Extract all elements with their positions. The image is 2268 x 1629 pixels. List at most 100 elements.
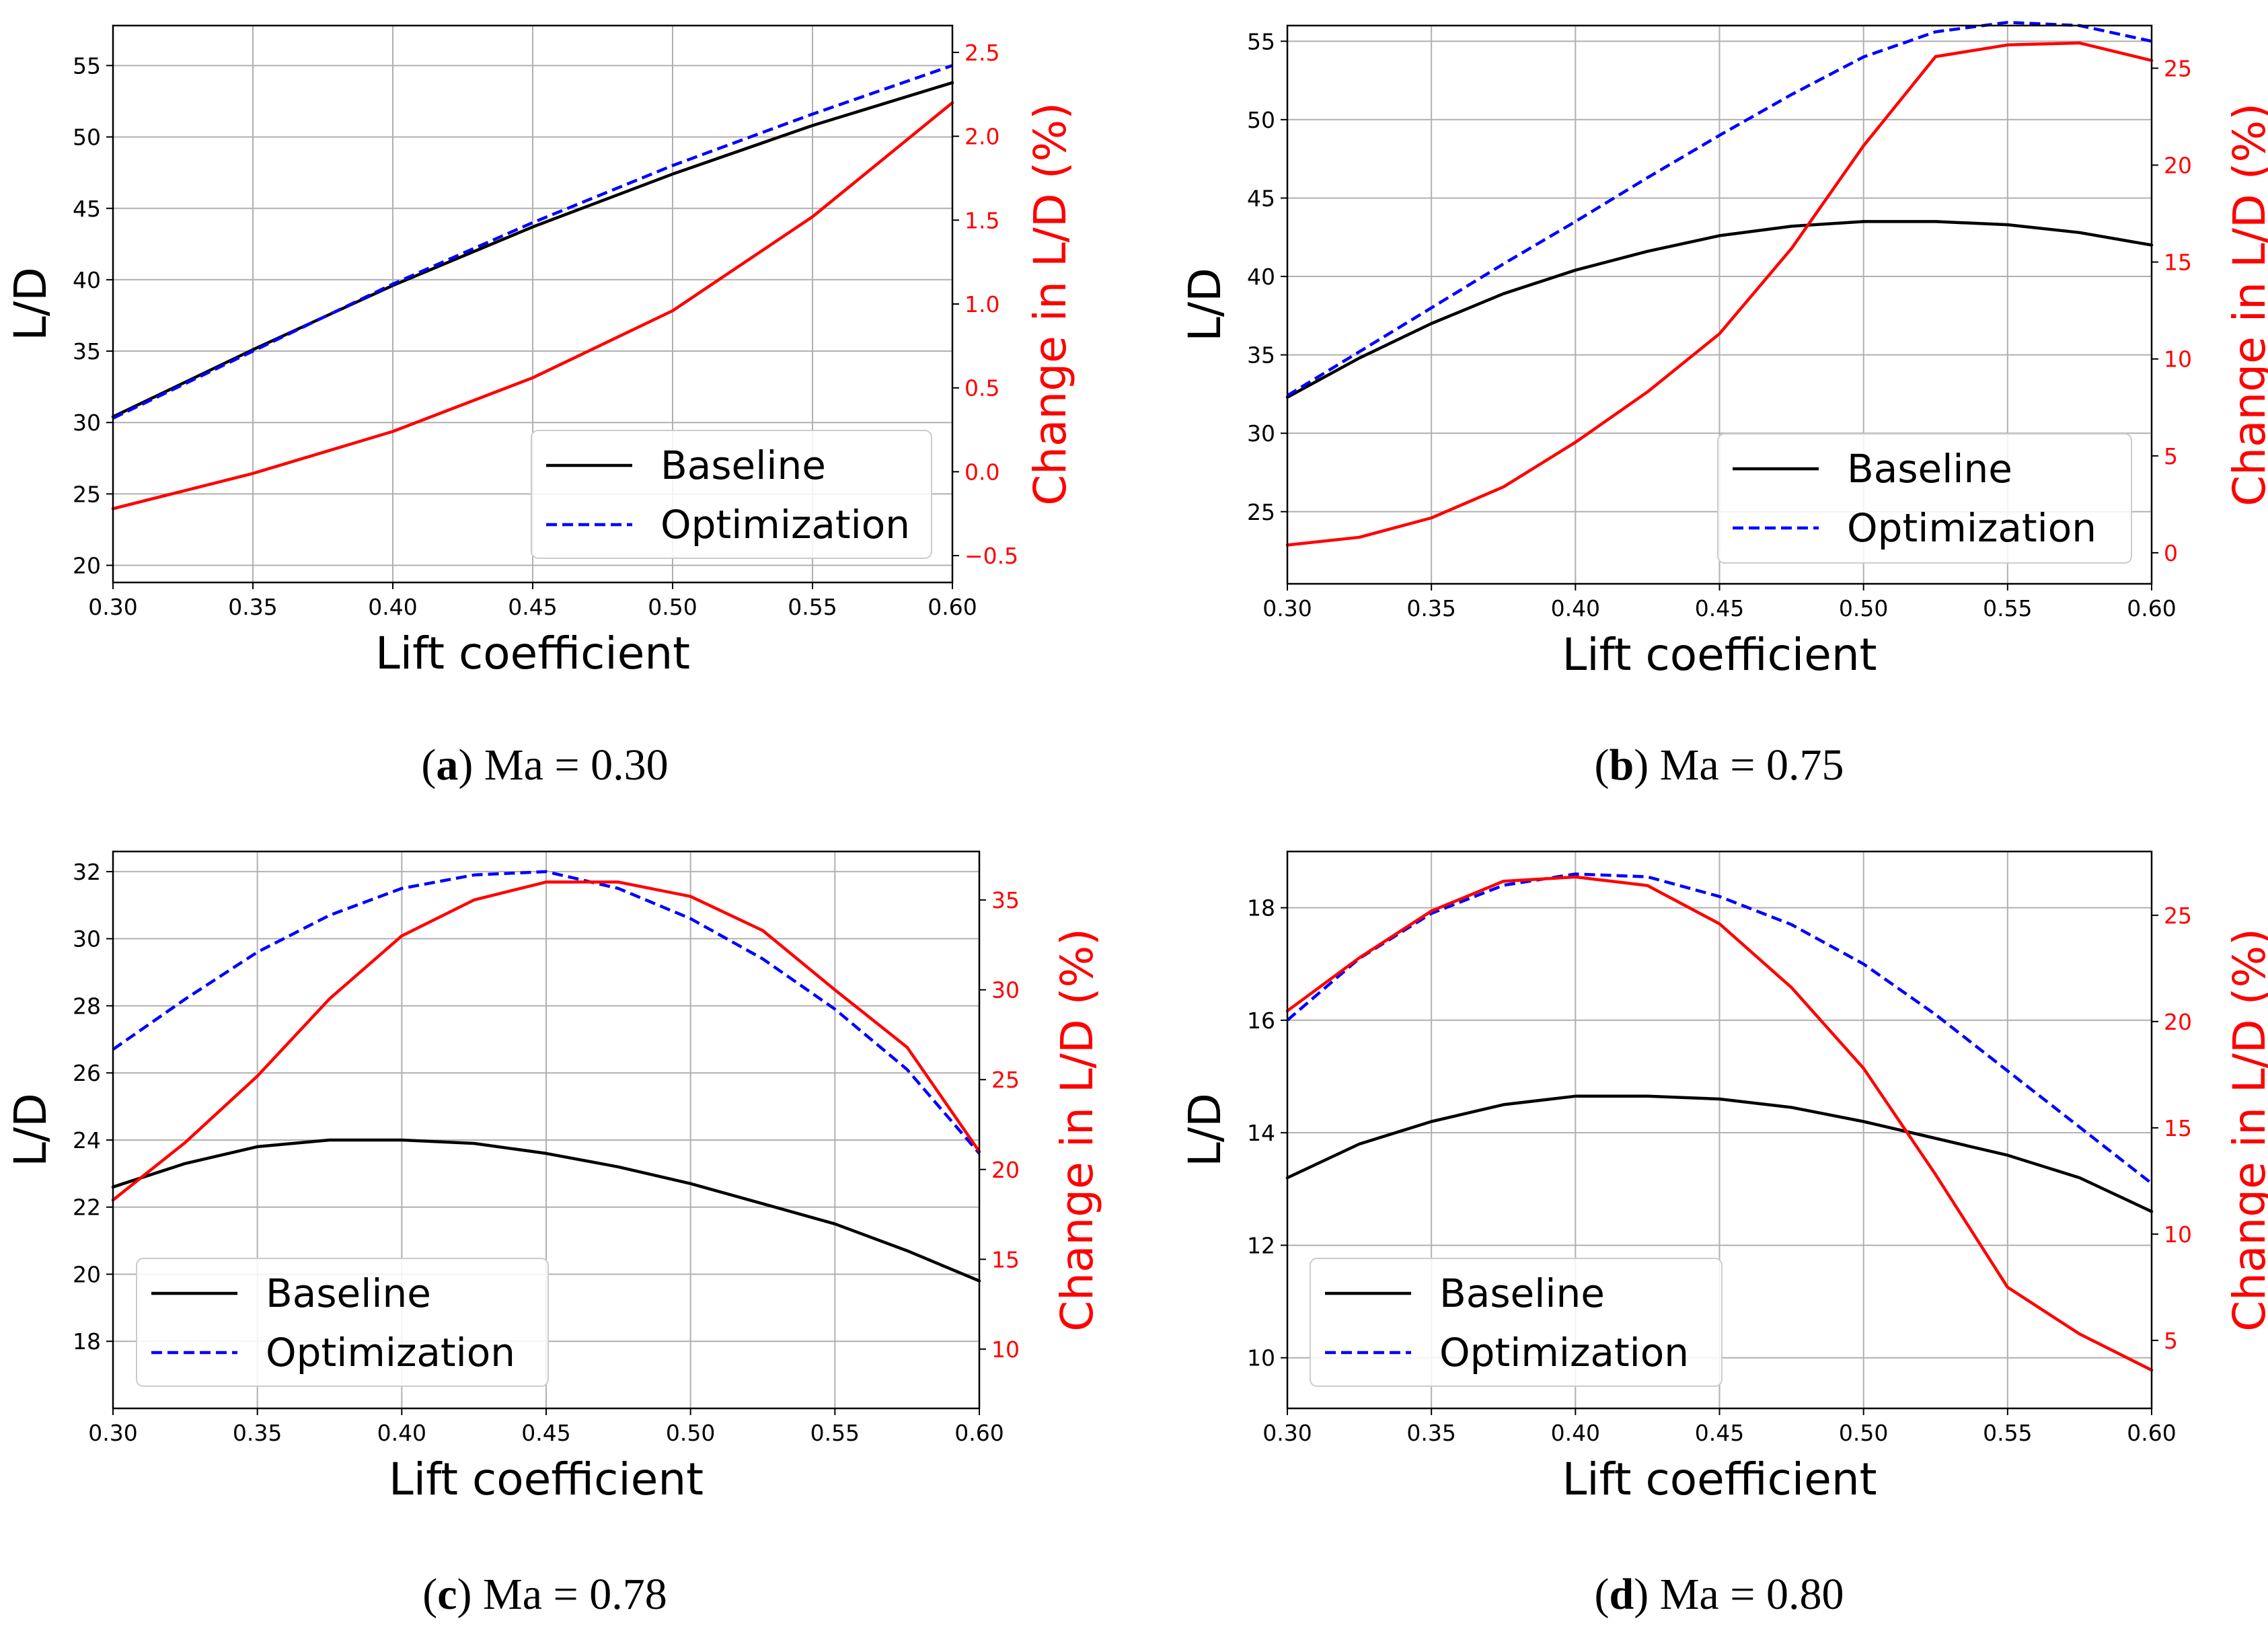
legend: Baseline Optimization (136, 1258, 549, 1387)
x-tick-label: 0.55 (788, 594, 837, 620)
y2-tick-label: −0.5 (965, 543, 1018, 569)
y2-tick-label: 2.0 (965, 124, 999, 150)
y2-tick-label: 1.5 (965, 207, 999, 233)
x-tick-label: 0.40 (377, 1420, 426, 1446)
x-tick-label: 0.35 (1406, 1420, 1456, 1446)
caption-text: Ma = 0.78 (483, 1570, 667, 1619)
chart-panel-a: 0.30 0.35 0.40 0.45 0.50 0.55 0.60 20 25 30 35 40 45… (0, 0, 1134, 814)
optimization-series-line (1286, 21, 2152, 397)
y2-tick-label: 0 (2164, 540, 2178, 566)
y2-axis-label: Change in L/D (%) (1051, 928, 1103, 1332)
y2-tick-label: 20 (2164, 153, 2192, 179)
chart-panel-d: 0.30 0.35 0.40 0.45 0.50 0.55 0.60 10 12 14 16 18 5 1… (1134, 814, 2268, 1629)
legend-box (1717, 433, 2132, 564)
change-series-line (1285, 41, 2154, 547)
x-tick-label: 0.60 (2127, 595, 2176, 621)
x-axis-label: Lift coefficient (1562, 629, 1877, 681)
y-axis-label: L/D (1179, 268, 1231, 342)
y-tick-label: 10 (1247, 1345, 1275, 1371)
chart-b: 0.30 0.35 0.40 0.45 0.50 0.55 0.60253035404550… (1179, 21, 2268, 681)
x-tick-label: 0.60 (954, 1420, 1004, 1446)
legend-optimization-label: Optimization (660, 502, 910, 547)
y2-axis-label: Change in L/D (%) (1024, 102, 1076, 506)
x-tick-label: 0.45 (1695, 1420, 1744, 1446)
x-tick-label: 0.60 (2127, 1420, 2176, 1446)
legend: Baseline Optimization (1717, 433, 2132, 564)
y-tick-label: 45 (73, 196, 101, 222)
y2-tick-label: 10 (991, 1336, 1020, 1363)
baseline-series-line (1285, 220, 2154, 399)
chart-a: 0.30 0.35 0.40 0.45 0.50 0.55 0.60 20 25 30 35 40 45… (5, 24, 1076, 679)
caption-letter: c (437, 1570, 457, 1619)
change-series-line (1285, 875, 2154, 1372)
y2-tick-label: 15 (2164, 250, 2192, 276)
y2-tick-label: 10 (2164, 1221, 2192, 1248)
y2-tick-label: 25 (991, 1067, 1020, 1093)
x-tick-label: 0.45 (508, 594, 557, 620)
y2-tick-label: 2.5 (965, 40, 999, 66)
y-tick-label: 40 (1247, 264, 1275, 290)
y2-tick-label: 35 (991, 887, 1020, 913)
caption-text: Ma = 0.75 (1659, 741, 1844, 790)
caption-letter: a (436, 741, 459, 790)
y-tick-label: 18 (73, 1328, 101, 1355)
x-axis-label: Lift coefficient (389, 1453, 704, 1505)
change-series-line (111, 880, 981, 1202)
optimization-series-line (112, 64, 953, 420)
y-tick-label: 40 (73, 267, 101, 293)
legend-optimization-label: Optimization (1847, 505, 2096, 551)
y2-tick-label: 15 (2164, 1115, 2192, 1141)
legend: Baseline Optimization (1310, 1258, 1723, 1387)
y2-tick-label: 1.0 (965, 291, 999, 317)
y-tick-label: 16 (1247, 1008, 1275, 1034)
y-tick-label: 25 (73, 481, 101, 507)
y-tick-label: 30 (1247, 420, 1275, 447)
x-tick-label: 0.35 (228, 594, 277, 620)
y2-tick-label: 25 (2164, 903, 2192, 929)
legend-baseline-label: Baseline (660, 443, 826, 488)
y-tick-label: 35 (1247, 342, 1275, 369)
y2-axis-label: Change in L/D (%) (2224, 928, 2268, 1332)
x-axis-label: Lift coefficient (375, 628, 690, 679)
change-series-line (111, 101, 954, 510)
y-tick-label: 30 (73, 410, 101, 436)
y2-tick-label: 0.5 (965, 375, 999, 402)
chart-c: 0.30 0.35 0.40 0.45 0.50 0.55 0.60 18 20 22 24 26 28… (5, 850, 1103, 1505)
y-tick-label: 26 (73, 1060, 101, 1086)
y-tick-label: 25 (1247, 499, 1275, 525)
x-tick-label: 0.40 (1551, 595, 1600, 621)
chart-panel-c: 0.30 0.35 0.40 0.45 0.50 0.55 0.60 18 20 22 24 26 28… (0, 814, 1134, 1629)
x-tick-label: 0.60 (928, 594, 977, 620)
chart-panel-b: 0.30 0.35 0.40 0.45 0.50 0.55 0.60 25 30 35 40 45 50… (1134, 0, 2268, 814)
legend-optimization-label: Optimization (1439, 1330, 1689, 1375)
y-tick-label: 20 (73, 1261, 101, 1287)
legend-baseline-label: Baseline (1439, 1271, 1605, 1316)
y2-tick-label: 20 (2164, 1009, 2192, 1035)
caption-letter: b (1609, 741, 1634, 790)
caption-text: Ma = 0.80 (1659, 1570, 1844, 1619)
x-tick-label: 0.55 (1983, 595, 2032, 621)
x-tick-label: 0.30 (1262, 595, 1312, 621)
y-tick-label: 24 (73, 1127, 101, 1153)
y2-tick-label: 20 (991, 1157, 1020, 1183)
x-tick-label: 0.50 (666, 1420, 715, 1446)
x-tick-label: 0.55 (810, 1420, 860, 1446)
legend-box (531, 430, 932, 559)
x-tick-label: 0.50 (648, 594, 697, 620)
y2-tick-label: 5 (2164, 1328, 2178, 1354)
y-tick-label: 12 (1247, 1232, 1275, 1258)
x-tick-label: 0.40 (1551, 1420, 1600, 1446)
y-tick-label: 30 (73, 926, 101, 952)
x-tick-label: 0.50 (1839, 1420, 1888, 1446)
baseline-series-line (111, 1138, 981, 1283)
optimization-series-line (1286, 872, 2153, 1185)
caption-a: (a) Ma = 0.30 (421, 741, 669, 790)
y-tick-label: 35 (73, 338, 101, 365)
x-tick-label: 0.35 (1406, 595, 1456, 621)
y-tick-label: 20 (73, 553, 101, 579)
y-axis-label: L/D (5, 267, 56, 341)
x-tick-label: 0.35 (233, 1420, 282, 1446)
y-axis-label: L/D (5, 1093, 56, 1167)
y2-tick-label: 0.0 (965, 459, 999, 485)
y-tick-label: 28 (73, 993, 101, 1019)
